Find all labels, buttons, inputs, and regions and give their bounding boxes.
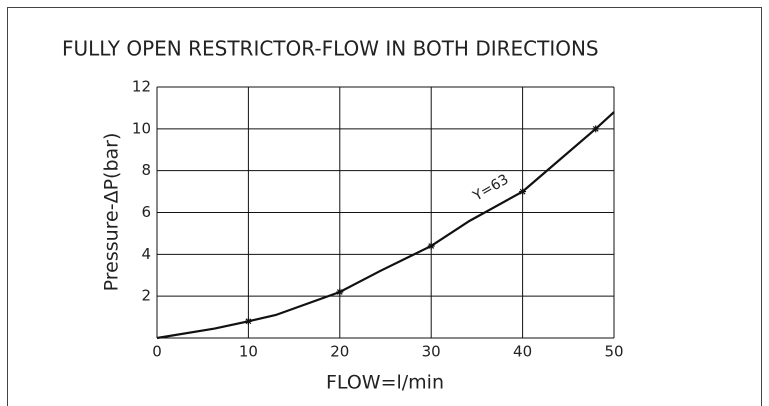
x-tick-label: 0 — [152, 343, 162, 361]
y-tick-label: 4 — [141, 245, 151, 263]
marker — [244, 317, 252, 325]
frame — [7, 7, 762, 406]
marker — [427, 242, 435, 250]
x-axis-label: FLOW=l/min — [326, 372, 444, 394]
y-tick-label: 8 — [141, 161, 151, 179]
y-tick-label: 10 — [132, 119, 151, 137]
y-axis-label: Pressure-ΔP(bar) — [101, 133, 123, 292]
marker — [592, 125, 600, 133]
chart-title: FULLY OPEN RESTRICTOR-FLOW IN BOTH DIREC… — [62, 37, 599, 61]
x-tick-label: 40 — [513, 343, 532, 361]
y-tick-label: 6 — [141, 203, 151, 221]
y-tick-label: 2 — [141, 287, 151, 305]
x-tick-label: 10 — [239, 343, 258, 361]
y-tick-label: 12 — [132, 78, 151, 96]
x-tick-label: 50 — [604, 343, 623, 361]
x-tick-label: 20 — [330, 343, 349, 361]
x-tick-label: 30 — [422, 343, 441, 361]
marker — [519, 188, 527, 196]
curve — [156, 111, 615, 340]
marker — [336, 288, 344, 296]
